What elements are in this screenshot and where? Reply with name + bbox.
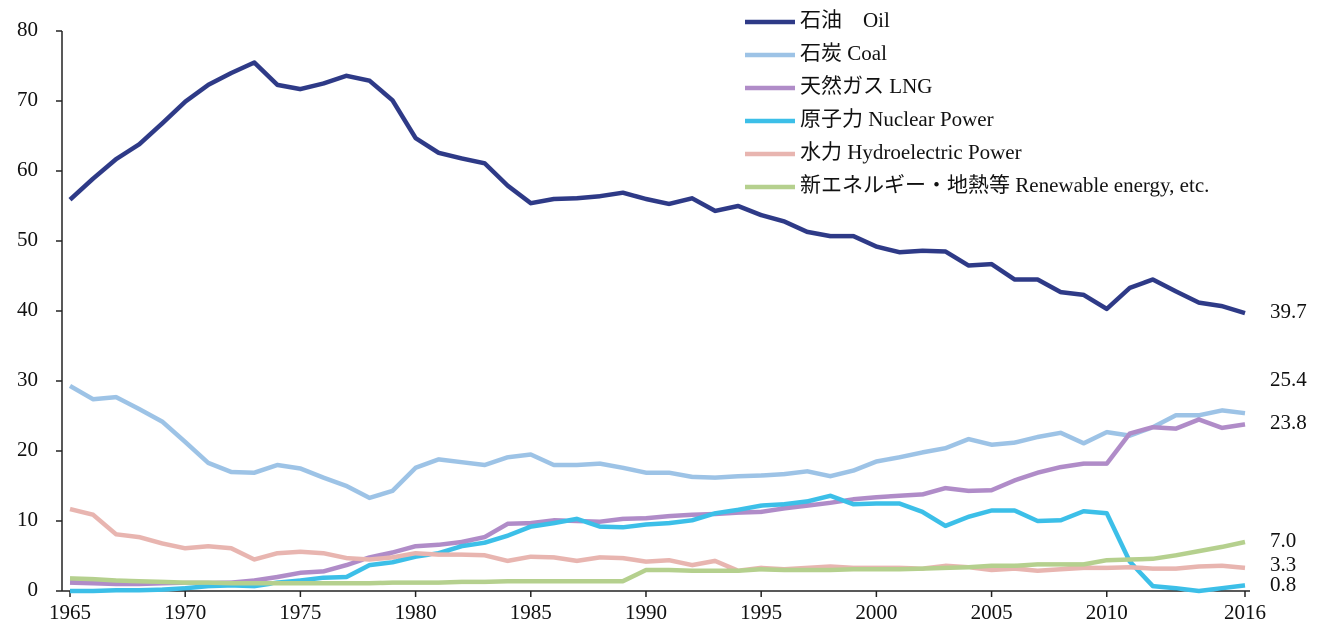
x-tick-label: 1975 xyxy=(279,600,321,624)
y-tick-label: 50 xyxy=(17,227,38,251)
x-tick-label: 2016 xyxy=(1224,600,1266,624)
x-tick-label: 1970 xyxy=(164,600,206,624)
x-tick-label: 2000 xyxy=(855,600,897,624)
y-tick-label: 10 xyxy=(17,507,38,531)
x-tick-label: 1965 xyxy=(49,600,91,624)
y-tick-label: 40 xyxy=(17,297,38,321)
value-label: 25.4 xyxy=(1270,367,1307,391)
x-tick-label: 1980 xyxy=(395,600,437,624)
value-label: 0.8 xyxy=(1270,572,1296,596)
x-tick-label: 1985 xyxy=(510,600,552,624)
y-tick-label: 30 xyxy=(17,367,38,391)
value-label: 23.8 xyxy=(1270,410,1307,434)
y-tick-label: 60 xyxy=(17,157,38,181)
x-tick-label: 2010 xyxy=(1086,600,1128,624)
value-label: 7.0 xyxy=(1270,528,1296,552)
legend-label: 新エネルギー・地熱等 Renewable energy, etc. xyxy=(800,173,1209,197)
y-tick-label: 20 xyxy=(17,437,38,461)
series-line xyxy=(68,383,1246,501)
y-tick-label: 80 xyxy=(17,17,38,41)
y-tick-label: 70 xyxy=(17,87,38,111)
series-line xyxy=(70,493,1246,594)
legend-label: 原子力 Nuclear Power xyxy=(800,107,994,131)
x-tick-label: 2005 xyxy=(971,600,1013,624)
legend-label: 水力 Hydroelectric Power xyxy=(800,140,1022,164)
legend-label: 石油 Oil xyxy=(800,8,890,32)
legend-label: 天然ガス LNG xyxy=(800,74,932,98)
series-line xyxy=(69,539,1246,586)
x-tick-label: 1990 xyxy=(625,600,667,624)
x-tick-label: 1995 xyxy=(740,600,782,624)
series-line xyxy=(68,60,1246,316)
y-tick-label: 0 xyxy=(28,577,39,601)
series-line xyxy=(69,506,1246,573)
value-label: 39.7 xyxy=(1270,299,1307,323)
value-label: 3.3 xyxy=(1270,552,1296,576)
series-line xyxy=(69,417,1246,587)
legend-label: 石炭 Coal xyxy=(800,41,887,65)
